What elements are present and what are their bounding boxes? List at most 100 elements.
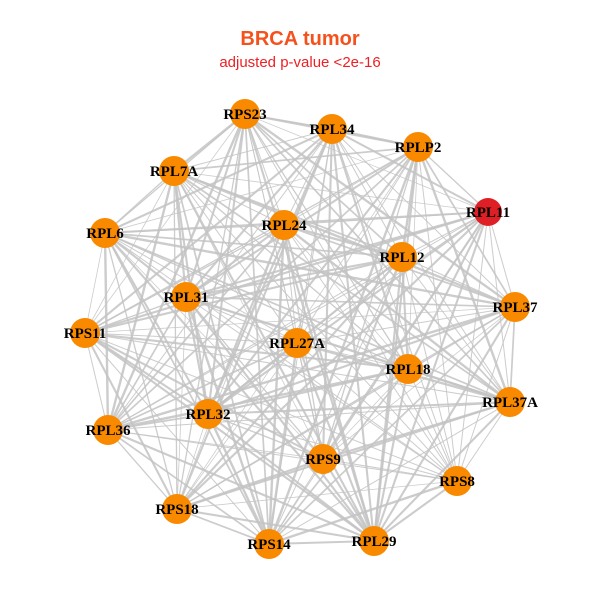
graph-edge	[104, 128, 333, 234]
graph-node-label: RPS8	[439, 474, 475, 490]
graph-edge	[296, 342, 458, 482]
graph-edge	[416, 146, 512, 403]
graph-node-highlighted	[474, 198, 502, 226]
graph-edge	[283, 224, 458, 482]
graph-edge	[509, 306, 516, 403]
graph-edge	[372, 368, 410, 542]
graph-edge	[207, 413, 324, 460]
graph-node	[230, 99, 260, 129]
graph-edge	[322, 368, 409, 460]
graph-node-label: RPS11	[64, 326, 107, 342]
graph-node-label: RPL36	[86, 423, 132, 439]
graph-edge	[244, 113, 270, 545]
graph-edge	[84, 113, 246, 334]
graph-edge	[267, 224, 286, 545]
graph-edge	[322, 458, 458, 482]
graph-node-label: RPS9	[305, 452, 341, 468]
graph-edge	[296, 306, 516, 344]
graph-node-label: RPL12	[380, 250, 425, 266]
graph-edge	[243, 113, 376, 542]
graph-node-label: RPL7A	[150, 164, 199, 180]
graph-edge	[401, 256, 511, 403]
graph-edge	[407, 211, 489, 370]
graph-edge	[283, 223, 403, 259]
plot-subtitle: adjusted p-value <2e-16	[219, 54, 381, 71]
graph-edge	[84, 210, 489, 335]
node-layer	[70, 99, 530, 559]
graph-edge	[185, 255, 403, 299]
graph-edge	[244, 113, 516, 308]
graph-node	[269, 210, 299, 240]
graph-edge	[268, 539, 375, 546]
graph-edge	[296, 342, 324, 460]
graph-edge	[207, 400, 511, 416]
graph-edge	[417, 146, 458, 482]
graph-edge	[176, 256, 403, 510]
graph-edge	[107, 128, 333, 431]
graph-edge	[84, 306, 516, 334]
graph-node	[162, 494, 192, 524]
graph-edge	[456, 401, 511, 482]
graph-edge	[185, 296, 298, 344]
graph-node	[403, 132, 433, 162]
graph-node	[359, 526, 389, 556]
graph-node-label: RPS23	[223, 107, 266, 123]
graph-edge	[107, 413, 209, 431]
label-layer: RPS23 RPL34 RPLP2 RPL7A RPL11 RPL24 RPL6 RPL12 R…	[64, 107, 538, 553]
graph-node-label: RPL18	[386, 362, 431, 378]
graph-edge	[268, 479, 458, 546]
graph-edge	[104, 146, 419, 234]
graph-edge	[173, 170, 285, 226]
edge-layer	[84, 112, 516, 546]
graph-node-label: RPL6	[86, 226, 124, 242]
graph-edge	[104, 232, 187, 298]
graph-edge	[107, 296, 187, 431]
graph-edge	[373, 401, 511, 542]
graph-edge	[173, 170, 489, 213]
graph-edge	[84, 332, 270, 545]
graph-edge	[107, 429, 178, 510]
graph-edge	[84, 331, 409, 371]
graph-edge	[282, 224, 376, 542]
graph-edge	[173, 169, 516, 309]
graph-edge	[104, 232, 298, 344]
graph-node	[500, 292, 530, 322]
graph-edge	[268, 401, 511, 545]
graph-node	[90, 218, 120, 248]
graph-edge	[107, 305, 516, 432]
graph-edge	[107, 401, 511, 431]
graph-edge	[173, 128, 333, 172]
graph-edge	[107, 429, 458, 482]
graph-node-label: RPL34	[310, 122, 356, 138]
graph-edge	[104, 232, 403, 258]
graph-edge	[84, 332, 178, 510]
graph-node	[317, 114, 347, 144]
graph-edge	[296, 342, 375, 542]
graph-edge	[267, 146, 420, 545]
graph-edge	[487, 211, 516, 308]
graph-edge	[104, 170, 175, 234]
graph-edge	[84, 296, 187, 334]
graph-edge	[456, 211, 489, 482]
graph-node	[93, 415, 123, 445]
graph-node	[495, 387, 525, 417]
graph-edge	[185, 296, 516, 308]
graph-edge	[207, 211, 489, 415]
graph-edge	[84, 255, 403, 335]
graph-edge	[84, 128, 333, 334]
graph-edge	[84, 332, 458, 482]
graph-edge	[373, 480, 458, 542]
graph-edge	[107, 367, 409, 432]
graph-node	[308, 444, 338, 474]
graph-node	[171, 282, 201, 312]
graph-node-label: RPL29	[352, 534, 397, 550]
graph-edge	[84, 332, 109, 431]
graph-edge	[401, 211, 489, 258]
graph-edge	[322, 458, 375, 542]
graph-node-label: RPL27A	[269, 336, 325, 352]
plot-title: BRCA tumor	[240, 28, 360, 50]
graph-node-label: RPL31	[164, 290, 209, 306]
graph-edge	[84, 332, 511, 403]
